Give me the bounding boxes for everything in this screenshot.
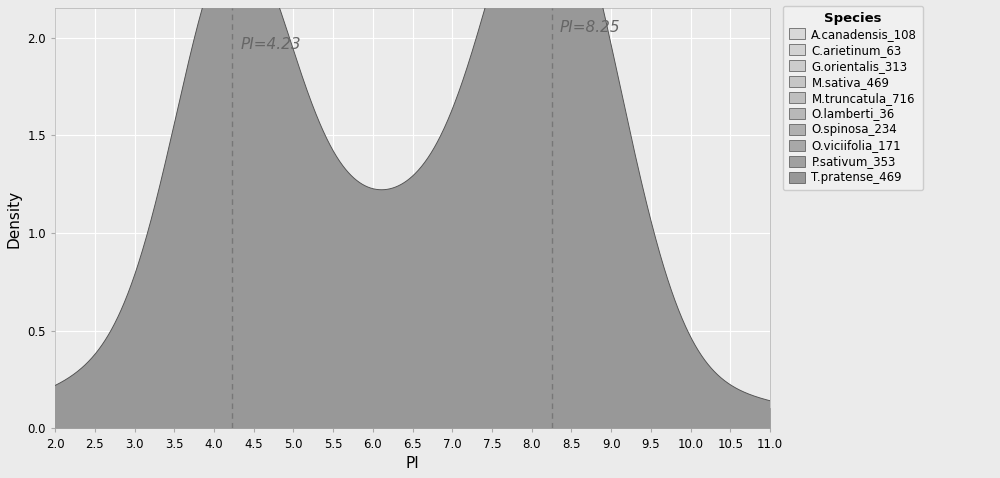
X-axis label: PI: PI [406, 456, 419, 471]
Text: PI=8.25: PI=8.25 [560, 20, 620, 35]
Legend: A.canadensis_108, C.arietinum_63, G.orientalis_313, M.sativa_469, M.truncatula_7: A.canadensis_108, C.arietinum_63, G.orie… [783, 6, 923, 190]
Text: PI=4.23: PI=4.23 [240, 37, 301, 53]
Y-axis label: Density: Density [7, 189, 22, 248]
